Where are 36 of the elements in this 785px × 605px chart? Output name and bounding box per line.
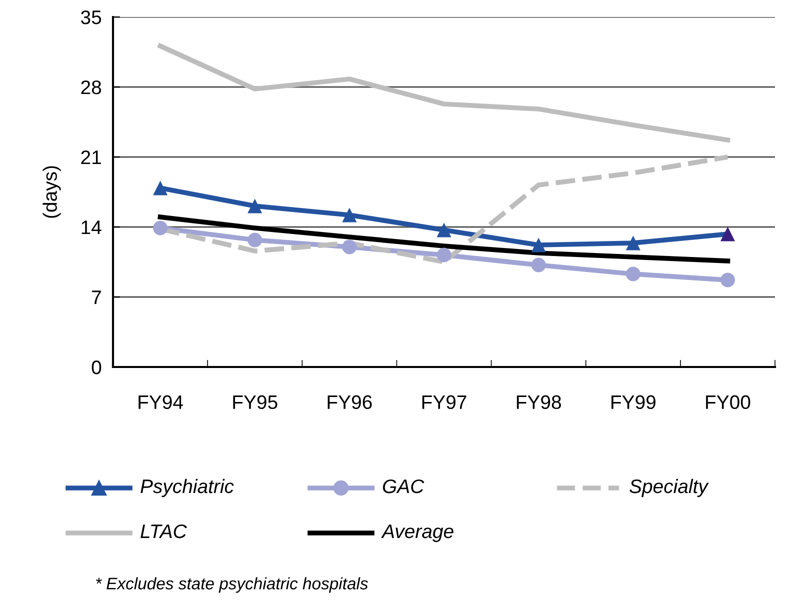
- text: * Excludes state psychiatric hospitals: [96, 577, 368, 593]
- point: [153, 220, 168, 236]
- point: [531, 258, 546, 272]
- x-tick-label: FY99: [612, 395, 656, 410]
- legend-label: Average: [381, 524, 454, 542]
- point: [626, 266, 640, 282]
- x-tick-label: FY97: [422, 395, 466, 410]
- point: [626, 236, 640, 250]
- point: [436, 248, 452, 262]
- legend-label: GAC: [382, 479, 424, 494]
- point: [153, 180, 168, 196]
- legend-label: LTAC: [140, 524, 187, 538]
- legend-label: Specialty: [630, 478, 709, 498]
- y-tick-label: 21: [81, 150, 101, 164]
- point: [342, 240, 357, 254]
- point: [248, 232, 262, 248]
- point: [531, 238, 546, 252]
- point: [436, 222, 452, 238]
- x-tick-label: FY95: [233, 395, 278, 410]
- x-tick-label: FY00: [706, 395, 750, 410]
- x-tick-label: FY98: [516, 395, 561, 410]
- line-series: [158, 44, 730, 142]
- x-tick-label: FY96: [328, 395, 372, 410]
- y-tick-label: 28: [81, 80, 102, 94]
- y-tick-label: 14: [82, 220, 102, 234]
- point: [720, 272, 735, 288]
- line-series: [158, 214, 730, 264]
- point: [248, 198, 262, 214]
- legend-label: Psychiatric: [140, 478, 234, 498]
- x-tick-label: FY94: [138, 395, 183, 410]
- point: [342, 208, 357, 222]
- y-tick-label: 7: [92, 290, 101, 304]
- y-tick-label: 35: [81, 10, 102, 24]
- y-axis-title: (days): [42, 166, 61, 218]
- point: [720, 226, 735, 242]
- y-tick-label: 0: [92, 360, 102, 374]
